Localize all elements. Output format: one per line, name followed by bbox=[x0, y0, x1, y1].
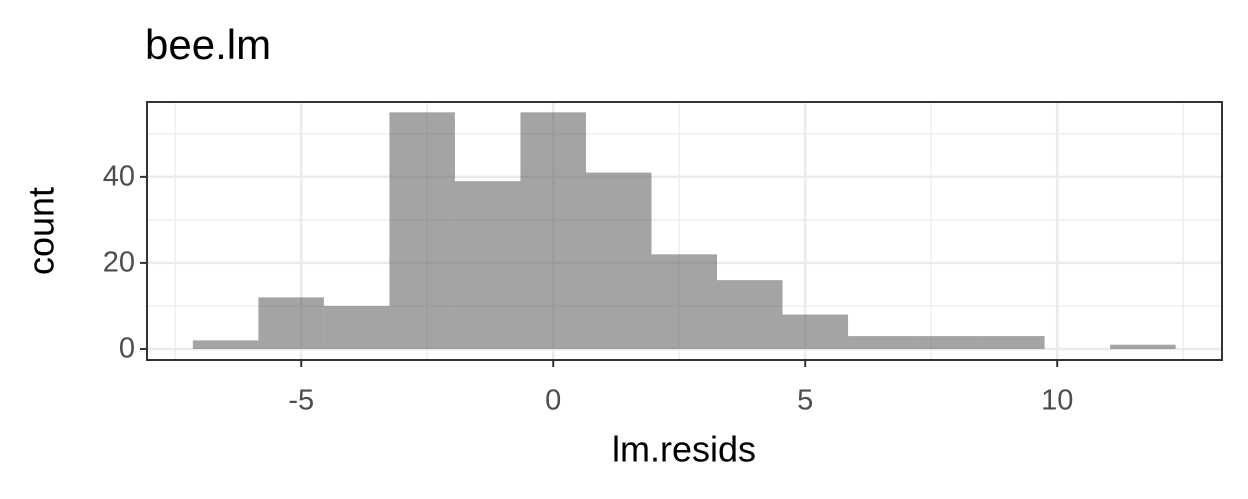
panel-border bbox=[146, 101, 1223, 361]
y-tick-label: 0 bbox=[119, 333, 135, 365]
x-tick-label: 5 bbox=[797, 385, 813, 417]
bar bbox=[520, 112, 586, 349]
bar bbox=[913, 336, 980, 349]
bar bbox=[1110, 344, 1176, 349]
bar bbox=[782, 314, 849, 349]
x-axis-label: lm.resids bbox=[612, 429, 756, 470]
bar bbox=[258, 297, 324, 349]
y-axis-label: count bbox=[21, 187, 62, 275]
bar bbox=[389, 112, 455, 349]
x-tick-label: -5 bbox=[288, 385, 314, 417]
bar bbox=[717, 280, 783, 349]
bar bbox=[585, 172, 652, 349]
x-tick-label: 10 bbox=[1041, 385, 1073, 417]
chart-title: bee.lm bbox=[145, 21, 271, 68]
y-tick-label: 20 bbox=[103, 247, 135, 279]
bar bbox=[454, 181, 521, 349]
y-tick-label: 40 bbox=[103, 161, 135, 193]
bar bbox=[848, 336, 914, 349]
bar bbox=[979, 336, 1045, 349]
x-tick-label: 0 bbox=[545, 385, 561, 417]
bar bbox=[651, 254, 718, 349]
bar bbox=[323, 305, 390, 349]
bar bbox=[192, 340, 259, 349]
